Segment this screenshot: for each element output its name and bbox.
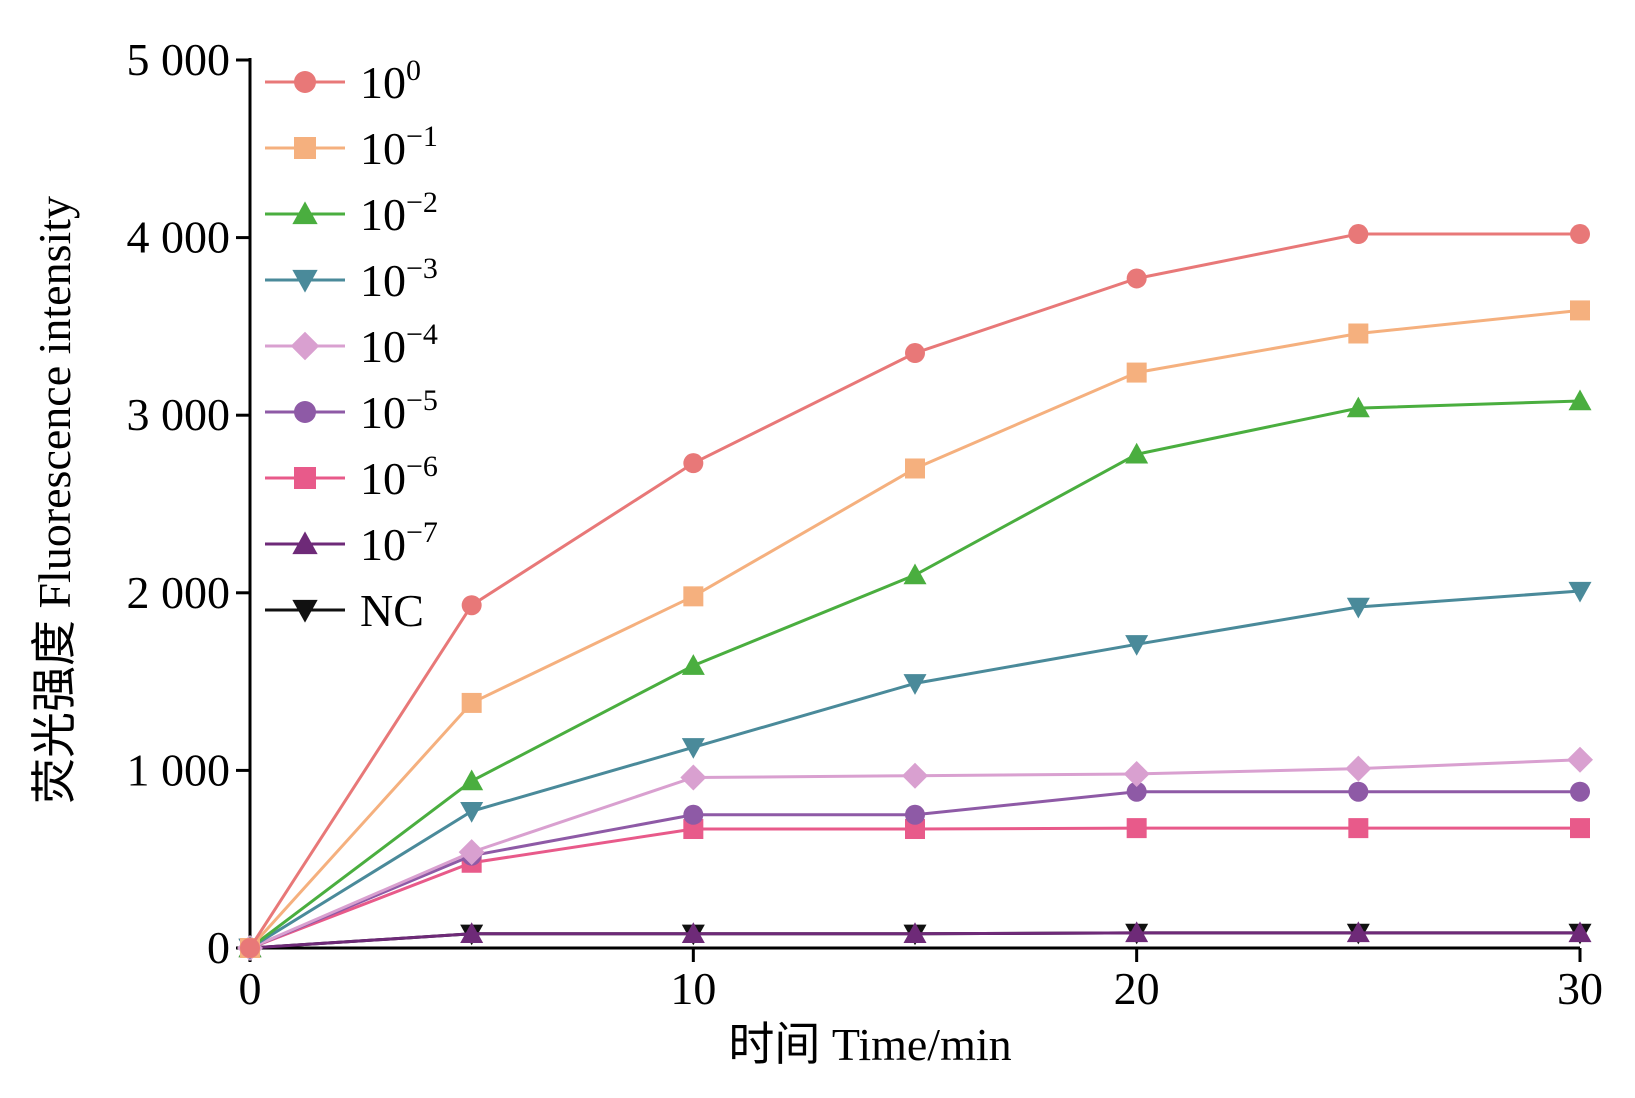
data-point — [1125, 921, 1149, 943]
data-point — [1570, 224, 1590, 245]
data-point — [1125, 442, 1149, 464]
series-10⁰ — [240, 224, 1590, 958]
series-10⁻⁴ — [237, 746, 1593, 961]
data-point — [903, 563, 927, 585]
y-tick-label: 3 000 — [127, 389, 231, 440]
data-point — [1126, 781, 1147, 802]
x-axis-title: 时间 Time/min — [728, 1019, 1011, 1070]
y-tick-label: 1 000 — [127, 744, 231, 795]
data-point — [1126, 268, 1147, 289]
data-point — [461, 692, 482, 713]
data-point — [1126, 818, 1147, 839]
data-point — [903, 922, 927, 943]
legend-label: 10−2 — [360, 186, 438, 240]
legend-label: 10−6 — [360, 450, 438, 504]
data-point — [1570, 781, 1590, 802]
data-point — [903, 674, 927, 695]
data-point — [460, 802, 484, 823]
legend-label: NC — [360, 585, 424, 636]
y-axis-title: 荧光强度 Fluorescence intensity — [29, 196, 80, 804]
axes: 0 1 000 2 000 3 000 4 000 5 000 0 10 20 30 — [127, 34, 1604, 1014]
x-tick-label: 10 — [670, 963, 716, 1014]
data-point — [683, 819, 704, 840]
legend-item: NC — [265, 585, 424, 636]
data-point — [1348, 818, 1369, 839]
data-point — [1346, 597, 1370, 619]
legend-label: 10−5 — [360, 384, 438, 438]
data-point — [681, 738, 705, 759]
legend-item: 10−4 — [265, 318, 438, 372]
legend-marker — [292, 599, 318, 623]
legend-marker — [290, 331, 320, 361]
data-point — [460, 769, 484, 791]
y-tick-label: 0 — [207, 922, 230, 973]
data-point — [905, 458, 925, 479]
data-point — [1346, 921, 1370, 943]
legend-label: 10−4 — [360, 318, 438, 372]
y-tick-label: 4 000 — [127, 212, 231, 263]
legend-item: 10−3 — [265, 252, 438, 306]
data-point — [1570, 300, 1590, 321]
data-point — [1567, 746, 1593, 773]
data-point — [240, 938, 260, 958]
data-point — [681, 922, 705, 943]
legend-label: 10−3 — [360, 252, 438, 306]
legend-marker — [294, 137, 316, 159]
data-point — [1123, 760, 1150, 787]
data-point — [460, 922, 484, 943]
legend-label: 100 — [360, 54, 421, 108]
x-tick-label: 0 — [239, 963, 262, 1014]
y-tick-label: 5 000 — [127, 34, 231, 85]
x-tick-label: 20 — [1114, 963, 1160, 1014]
legend-item: 10−6 — [265, 450, 438, 504]
legend-label: 10−1 — [360, 120, 438, 174]
legend-item: 100 — [265, 54, 421, 108]
legend-marker — [292, 269, 318, 293]
data-point — [683, 586, 704, 607]
legend-item: 10−7 — [265, 516, 438, 570]
data-point — [461, 595, 482, 616]
data-point — [458, 839, 485, 866]
data-point — [1348, 224, 1369, 245]
y-tick-label: 2 000 — [127, 567, 231, 618]
series-10⁻¹ — [240, 300, 1590, 958]
data-point — [1348, 323, 1369, 344]
data-point — [1345, 755, 1372, 782]
series-10⁻³ — [238, 581, 1592, 960]
legend-marker — [292, 531, 318, 555]
data-point — [1126, 362, 1147, 383]
data-point — [1568, 389, 1592, 411]
data-point — [683, 804, 704, 825]
series-line — [248, 232, 1580, 949]
data-point — [1568, 581, 1592, 603]
series-layer — [237, 224, 1593, 961]
legend-marker — [292, 201, 318, 225]
data-point — [681, 654, 705, 675]
data-point — [1348, 781, 1369, 802]
legend-item: 10−1 — [265, 120, 438, 174]
series-10⁻² — [238, 389, 1592, 958]
legend-marker — [294, 467, 316, 489]
series-10⁻⁷ — [238, 921, 1592, 958]
data-point — [683, 453, 704, 474]
data-point — [1570, 818, 1590, 839]
data-point — [905, 343, 925, 364]
legend: 100 10−1 10−2 10−3 10−4 10−5 10−6 10−7 NC — [265, 54, 438, 636]
legend-item: 10−2 — [265, 186, 438, 240]
legend-marker — [294, 71, 316, 93]
data-point — [1346, 396, 1370, 418]
legend-label: 10−7 — [360, 516, 438, 570]
data-point — [1568, 921, 1592, 943]
x-tick-label: 30 — [1557, 963, 1603, 1014]
legend-item: 10−5 — [265, 384, 438, 438]
legend-marker — [294, 401, 316, 423]
data-point — [1125, 635, 1149, 656]
data-point — [680, 764, 707, 791]
data-point — [905, 819, 925, 840]
data-point — [905, 804, 925, 825]
data-point — [902, 762, 928, 789]
